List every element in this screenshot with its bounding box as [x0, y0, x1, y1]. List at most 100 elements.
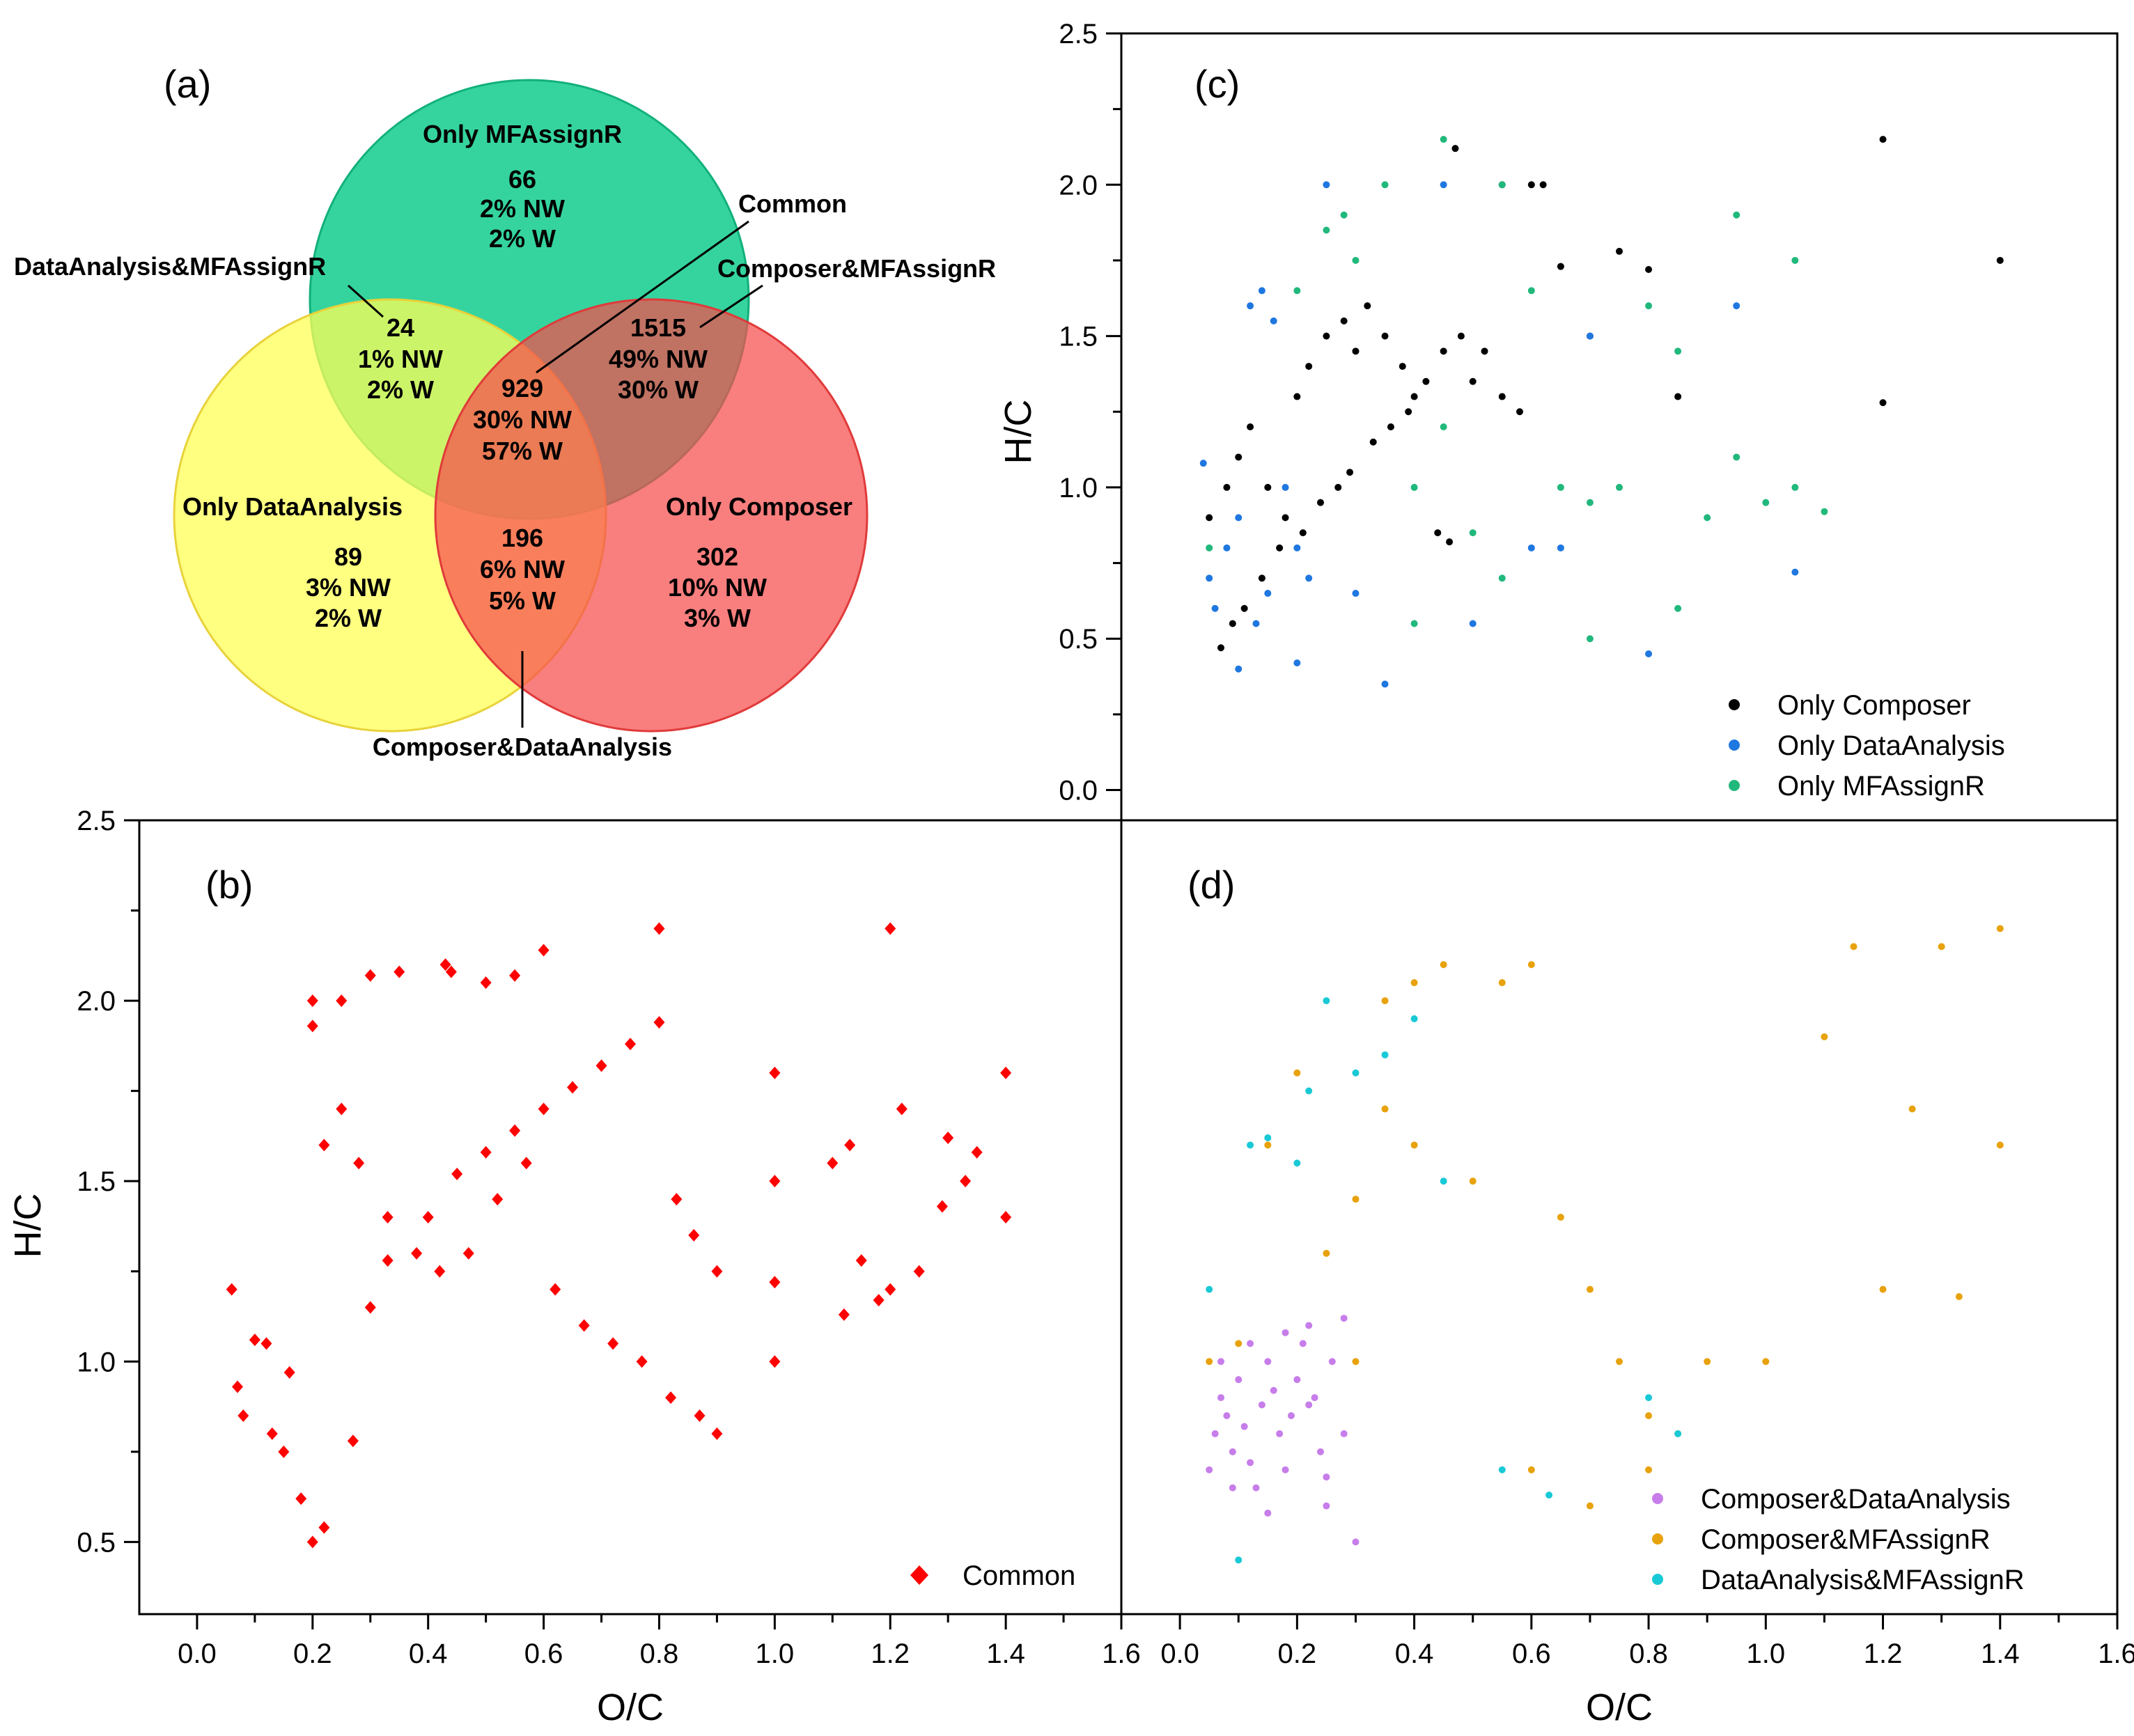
data-point	[1762, 499, 1770, 506]
data-point	[1616, 483, 1623, 491]
venn-region-count: 1515	[630, 313, 686, 342]
scatter-chart-only: 0.0 0.5 1.0 1.5 2.0 2.5 Only Composer Only Data…	[1059, 19, 2004, 806]
venn-region-nw: 2% NW	[480, 194, 565, 223]
venn-circle-composer	[434, 298, 869, 733]
data-point	[1340, 1430, 1348, 1437]
data-point	[1410, 393, 1418, 400]
data-point	[885, 1283, 896, 1296]
data-point	[509, 969, 521, 982]
data-point	[595, 1059, 607, 1072]
data-point	[1557, 263, 1564, 270]
data-point	[1334, 483, 1342, 491]
venn-region-w: 2% W	[367, 375, 434, 404]
data-point	[913, 1265, 925, 1278]
data-point	[1282, 514, 1289, 522]
x-tick-label: 0.2	[293, 1639, 332, 1669]
venn-region-nw: 1% NW	[358, 345, 443, 373]
data-point	[364, 969, 376, 982]
venn-region-w: 30% W	[618, 375, 699, 404]
data-point	[1305, 363, 1313, 370]
data-point	[1317, 1448, 1324, 1455]
data-point	[1235, 1340, 1243, 1347]
x-axis-title-b: O/C	[597, 1687, 664, 1728]
x-tick-label: 1.6	[1102, 1639, 1141, 1669]
venn-region-title: Only MFAssignR	[423, 120, 622, 148]
venn-region-w: 3% W	[684, 604, 751, 632]
venn-leader-line	[347, 284, 384, 318]
frame-panel-d	[1120, 819, 2119, 1616]
data-point	[1352, 590, 1360, 597]
venn-region-title: Only Composer	[666, 492, 852, 521]
data-point	[1674, 393, 1682, 400]
data-point	[1264, 1509, 1272, 1517]
data-point	[1440, 423, 1447, 430]
venn-region-count: 66	[508, 165, 536, 194]
data-point	[1235, 453, 1243, 461]
venn-region-title: Common	[738, 189, 847, 218]
data-point	[1352, 1069, 1360, 1077]
data-point	[885, 922, 896, 935]
data-point	[838, 1308, 850, 1321]
data-point	[769, 1066, 781, 1079]
data-point	[266, 1427, 278, 1440]
legend-label: DataAnalysis&MFAssignR	[1701, 1565, 2025, 1595]
data-point	[1440, 347, 1447, 355]
data-point	[480, 976, 492, 990]
panel-frames	[138, 32, 2119, 1616]
data-point	[1276, 1430, 1284, 1437]
data-point	[1305, 1401, 1313, 1409]
data-point	[1410, 483, 1418, 491]
data-point	[1293, 544, 1301, 552]
data-point	[1557, 544, 1564, 552]
data-point	[1498, 1466, 1506, 1473]
data-point	[249, 1334, 260, 1347]
venn-region-title: Only DataAnalysis	[182, 492, 403, 521]
data-point	[1645, 1394, 1653, 1402]
data-point	[480, 1145, 492, 1159]
data-point	[306, 1535, 318, 1549]
venn-region-only-dataanalysis: Only DataAnalysis 89 3% NW 2% W	[182, 492, 403, 632]
venn-diagram: (a) Only MFAssignR 66 2% NW 2% W DataAna…	[14, 62, 996, 761]
x-tick-label: 0.4	[409, 1639, 448, 1669]
data-point	[567, 1081, 579, 1094]
data-point	[1516, 408, 1523, 416]
data-point	[1282, 1466, 1289, 1473]
data-point	[1206, 544, 1213, 552]
data-point	[1446, 538, 1454, 546]
y-tick-label: 0.5	[1059, 624, 1098, 655]
venn-region-nw: 6% NW	[480, 555, 565, 584]
data-point	[1340, 1315, 1348, 1322]
venn-region-title: Composer&MFAssignR	[717, 254, 996, 283]
data-point	[1206, 574, 1213, 582]
data-point	[1557, 483, 1564, 491]
x-tick-label: 0.6	[1512, 1639, 1551, 1669]
data-point	[1247, 1459, 1254, 1467]
y-tick-label: 1.5	[1059, 322, 1098, 352]
x-tick-label: 0.8	[1629, 1639, 1668, 1669]
data-point	[278, 1445, 290, 1458]
data-point	[653, 1016, 665, 1029]
data-point	[509, 1124, 521, 1137]
data-point	[382, 1254, 394, 1267]
data-point	[1247, 423, 1254, 430]
venn-leader-line	[699, 284, 763, 329]
data-point	[1645, 266, 1653, 273]
data-point	[492, 1193, 504, 1206]
data-point	[538, 944, 550, 957]
data-point	[1704, 1358, 1711, 1366]
data-point	[665, 1391, 677, 1405]
data-point	[1498, 393, 1506, 400]
data-point	[1527, 544, 1535, 552]
data-point	[1762, 1358, 1770, 1366]
data-point	[1369, 438, 1377, 446]
data-point	[1422, 377, 1430, 385]
y-tick-label: 0.0	[1059, 776, 1098, 806]
legend-marker	[910, 1565, 928, 1585]
data-point	[1217, 644, 1224, 652]
data-point	[578, 1319, 590, 1332]
data-point	[1908, 1105, 1916, 1113]
data-point	[960, 1175, 972, 1188]
data-point	[353, 1157, 365, 1170]
legend-label: Only DataAnalysis	[1777, 730, 2005, 761]
data-point	[1293, 1376, 1301, 1384]
